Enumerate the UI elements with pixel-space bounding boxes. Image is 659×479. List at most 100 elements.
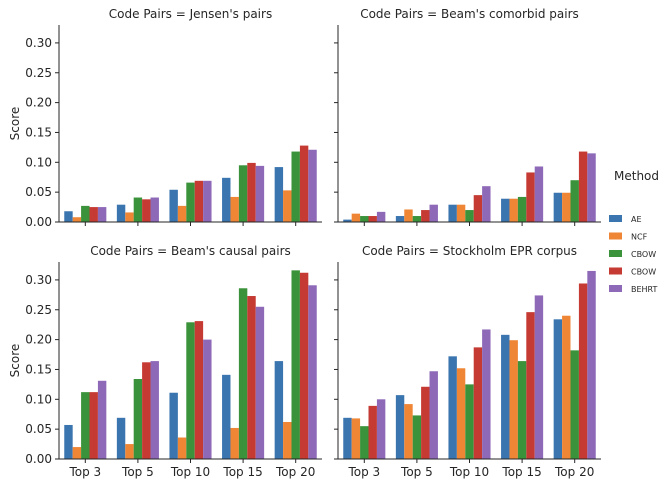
legend-swatch bbox=[609, 215, 622, 222]
bar bbox=[274, 361, 284, 459]
bar bbox=[578, 151, 588, 222]
legend-label: AE bbox=[631, 215, 642, 224]
bar bbox=[142, 362, 151, 459]
bar bbox=[368, 216, 377, 222]
y-tick-label: 0.15 bbox=[25, 362, 52, 376]
legend-label: BEHRT bbox=[631, 285, 658, 294]
bar bbox=[368, 405, 377, 459]
bar bbox=[456, 368, 466, 459]
y-tick-label: 0.15 bbox=[25, 125, 52, 139]
facet-panel-3: Code Pairs = Beam's causal pairs 0.00 0.05… bbox=[8, 244, 322, 479]
bar bbox=[283, 421, 292, 459]
panel-title: Code Pairs = Beam's causal pairs bbox=[90, 244, 291, 258]
bar bbox=[255, 165, 265, 222]
x-tick-label: Top 5 bbox=[400, 465, 433, 479]
bar bbox=[412, 415, 422, 459]
facet-panel-2: Code Pairs = Beam's comorbid pairs bbox=[334, 7, 601, 226]
bar bbox=[501, 334, 510, 459]
bar bbox=[509, 198, 518, 222]
bar bbox=[448, 356, 457, 459]
bar bbox=[412, 216, 422, 222]
bar bbox=[395, 216, 405, 222]
bar bbox=[308, 149, 317, 222]
y-axis-label: Score bbox=[8, 344, 22, 378]
y-tick-label: 0.10 bbox=[25, 155, 52, 169]
bar bbox=[517, 196, 527, 222]
bar bbox=[517, 361, 527, 459]
bar bbox=[177, 205, 187, 222]
legend-title: Method bbox=[614, 169, 659, 183]
bar bbox=[222, 374, 231, 459]
bar bbox=[194, 321, 204, 459]
bar bbox=[456, 204, 466, 222]
bar bbox=[116, 204, 126, 222]
y-tick-label: 0.20 bbox=[25, 333, 52, 347]
bar bbox=[308, 285, 317, 459]
bar bbox=[578, 283, 588, 459]
bar bbox=[526, 172, 535, 222]
bar bbox=[186, 182, 195, 222]
bar bbox=[534, 295, 544, 459]
x-tick-label: Top 5 bbox=[121, 465, 154, 479]
facet-panel-1: Code Pairs = Jensen's pairs 0.00 0.05 0.10 0… bbox=[8, 7, 322, 229]
bar bbox=[360, 426, 369, 459]
bar bbox=[125, 212, 134, 222]
bar bbox=[509, 340, 518, 459]
bar bbox=[526, 312, 535, 459]
bar bbox=[230, 196, 239, 222]
bar bbox=[230, 427, 239, 459]
panel-title: Code Pairs = Stockholm EPR corpus bbox=[362, 244, 577, 258]
bar bbox=[169, 189, 178, 222]
bar bbox=[421, 386, 430, 459]
bar bbox=[501, 198, 510, 222]
y-axis-label: Score bbox=[8, 107, 22, 141]
bar bbox=[238, 165, 248, 222]
bar bbox=[376, 211, 386, 222]
bar bbox=[473, 195, 483, 222]
bar bbox=[133, 197, 143, 222]
bar bbox=[247, 162, 256, 222]
bar bbox=[72, 217, 82, 222]
y-tick-label: 0.25 bbox=[25, 303, 52, 317]
x-tick-label: Top 3 bbox=[68, 465, 101, 479]
bar bbox=[274, 167, 284, 222]
bar bbox=[351, 213, 361, 222]
bar bbox=[89, 392, 98, 459]
y-tick-label: 0.25 bbox=[25, 66, 52, 80]
bar bbox=[465, 384, 474, 459]
y-tick-label: 0.05 bbox=[25, 185, 52, 199]
bar bbox=[97, 207, 107, 222]
bar bbox=[238, 288, 248, 459]
bar bbox=[360, 216, 369, 222]
x-tick-label: Top 20 bbox=[275, 465, 315, 479]
legend-label: NCF bbox=[631, 233, 648, 242]
x-tick-label: Top 20 bbox=[554, 465, 594, 479]
bar bbox=[562, 192, 571, 222]
y-tick-label: 0.00 bbox=[25, 452, 52, 466]
bar bbox=[553, 192, 563, 222]
legend-swatch bbox=[609, 285, 622, 292]
y-tick-label: 0.30 bbox=[25, 273, 52, 287]
bar bbox=[482, 186, 491, 222]
bar bbox=[97, 380, 107, 459]
bar bbox=[429, 371, 438, 459]
bar bbox=[570, 350, 579, 459]
legend-swatch bbox=[609, 250, 622, 257]
bar bbox=[404, 209, 413, 222]
bar bbox=[534, 166, 544, 222]
bar bbox=[222, 177, 231, 222]
bar bbox=[169, 392, 178, 459]
bar bbox=[203, 180, 212, 222]
bar bbox=[404, 404, 413, 459]
bar bbox=[142, 199, 151, 222]
legend-label: CBOW bbox=[631, 268, 656, 277]
bar bbox=[186, 322, 195, 459]
x-tick-label: Top 10 bbox=[449, 465, 489, 479]
bar bbox=[291, 270, 300, 459]
legend: Method AE NCF CBOW CBOW BEHRT bbox=[609, 169, 659, 294]
bar bbox=[465, 210, 474, 222]
bar bbox=[343, 219, 352, 222]
x-tick-label: Top 3 bbox=[347, 465, 380, 479]
bar bbox=[473, 347, 483, 459]
